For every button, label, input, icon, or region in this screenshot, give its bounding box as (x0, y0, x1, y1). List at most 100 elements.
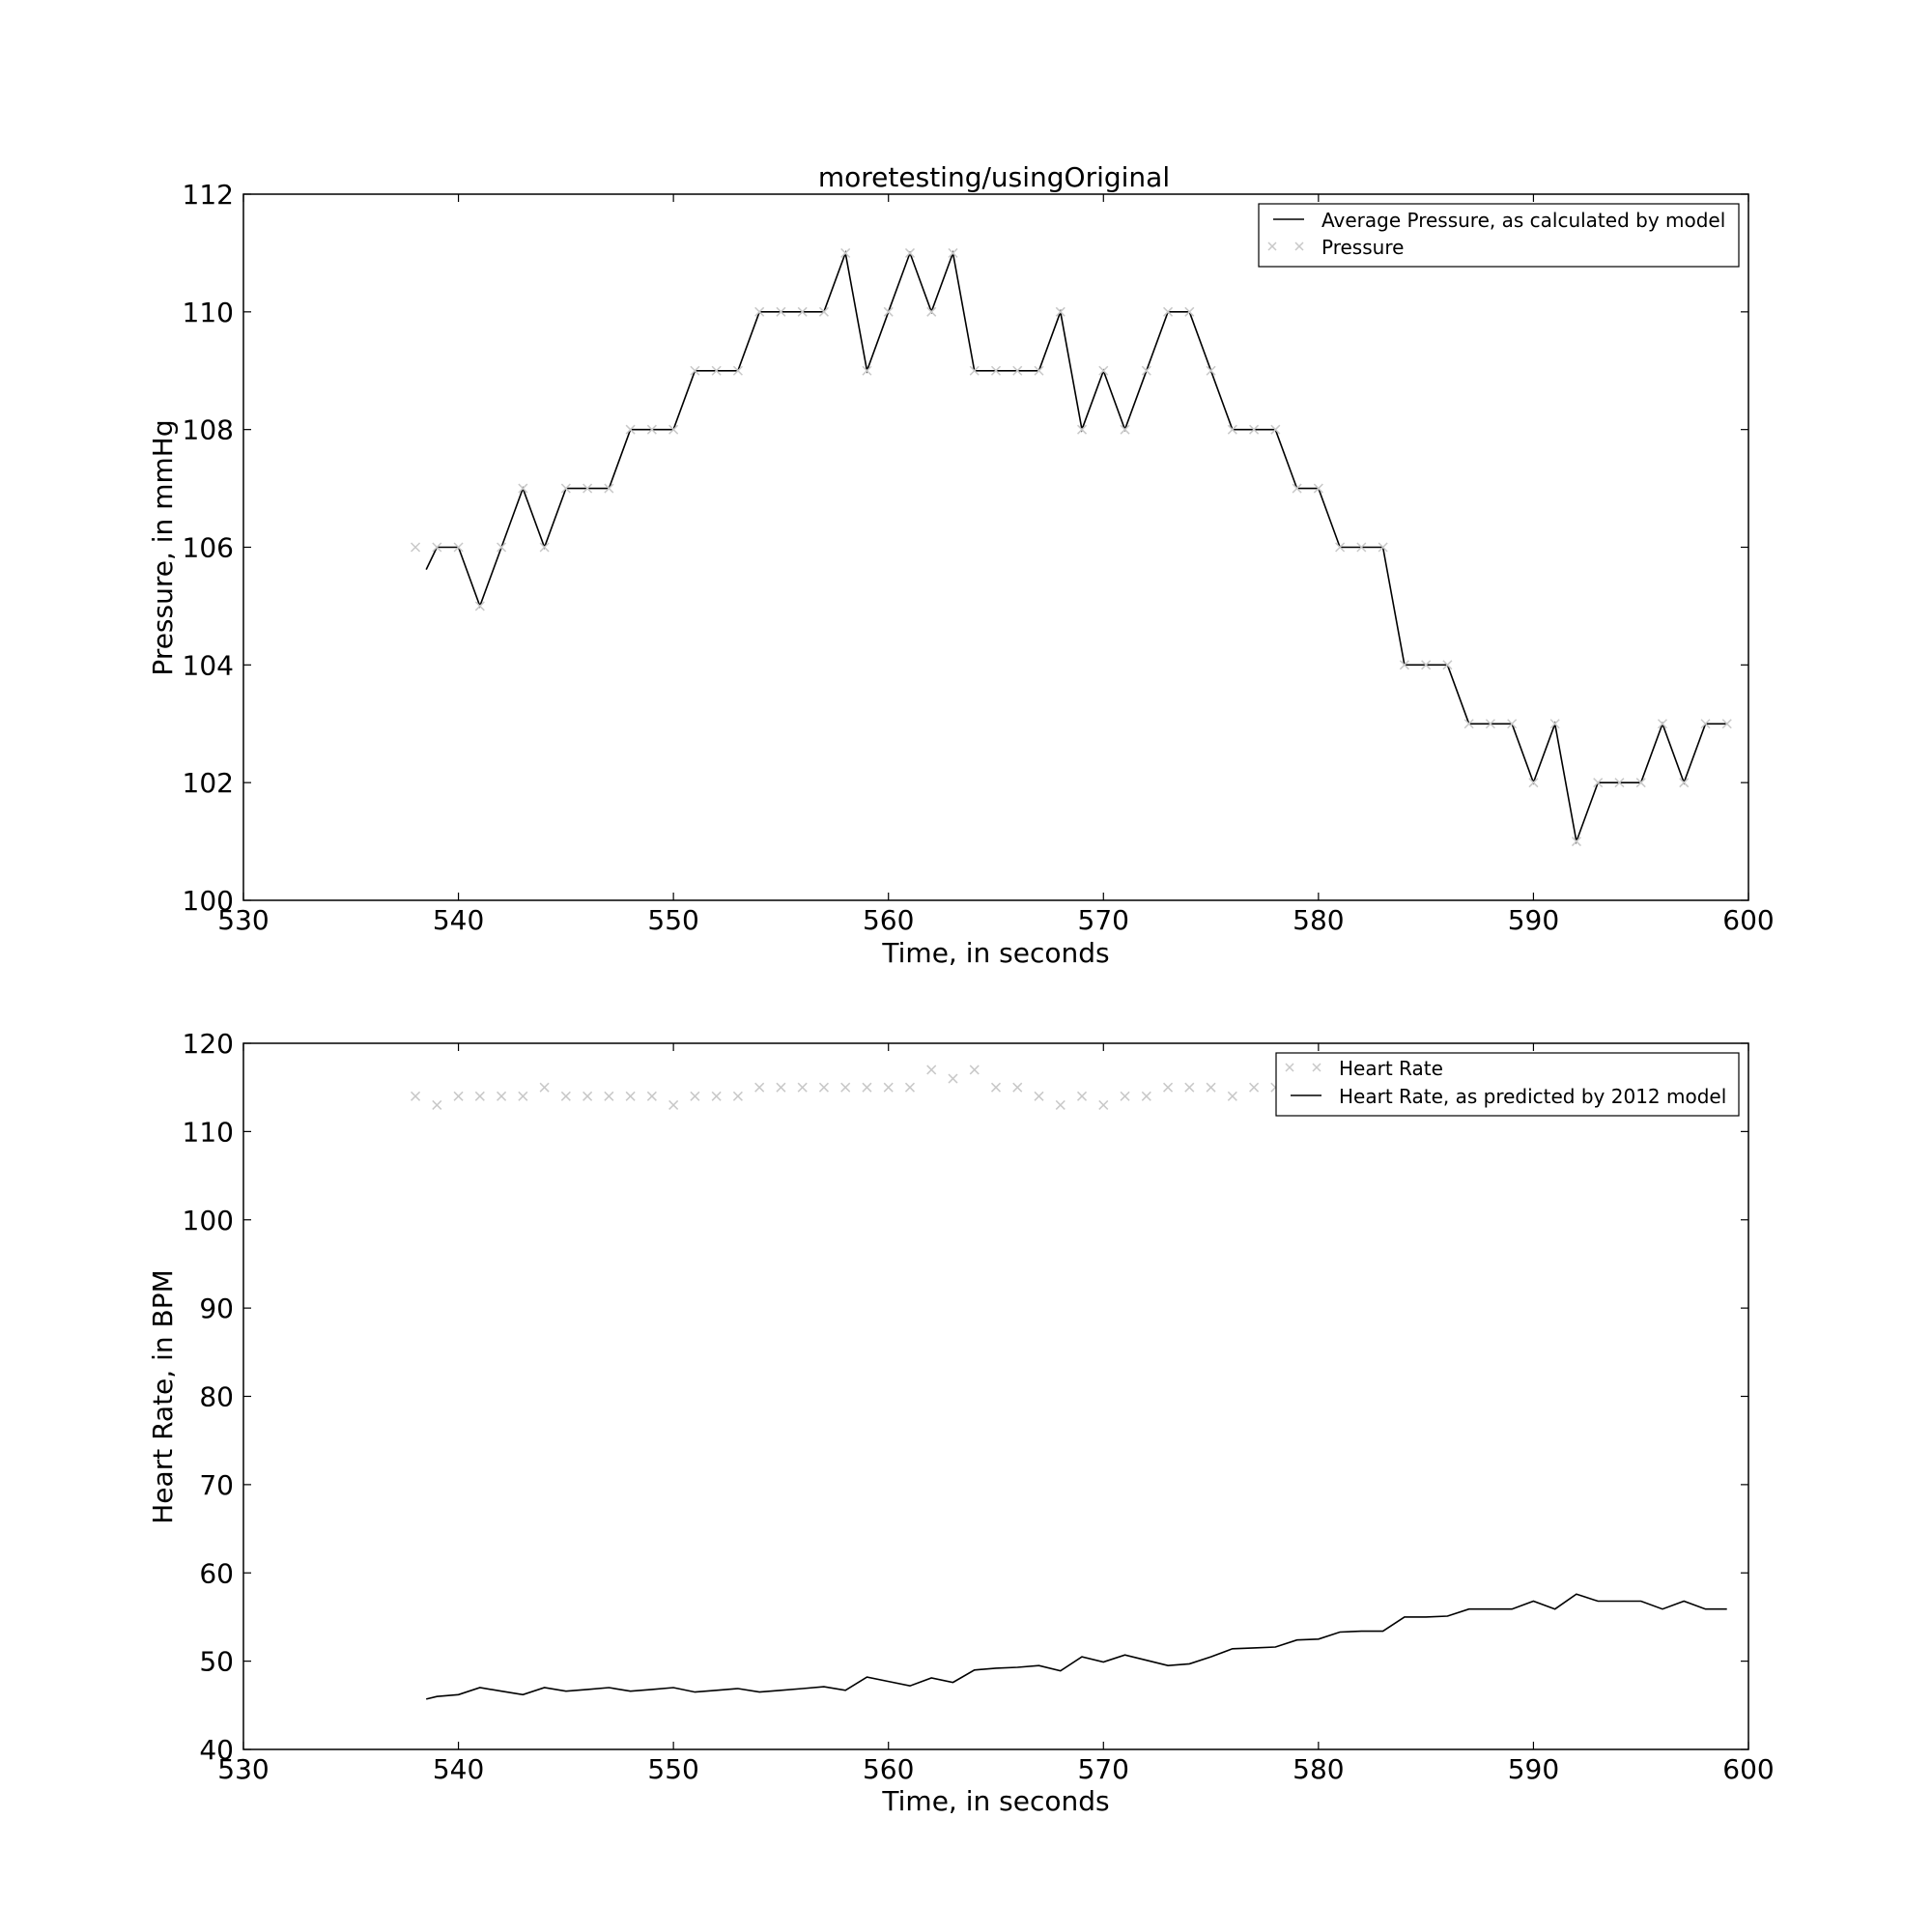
heart-rate-data-point-marker (497, 1091, 507, 1101)
pressure-legend-label-pressure: Pressure (1321, 236, 1404, 259)
pressure-data-point-marker (1141, 365, 1151, 376)
pressure-y-tick-label: 100 (183, 885, 234, 917)
pressure-data-point-marker (1120, 424, 1130, 435)
heart-rate-data-point-marker (948, 1073, 958, 1084)
heart-rate-panel: 530 540 550 560 570 580 590 600 40 50 60 70 80 90 100… (147, 1028, 1775, 1817)
pressure-data-point-marker (1571, 837, 1581, 847)
pressure-data-point-marker (1507, 719, 1518, 729)
pressure-data-point-marker (1378, 542, 1388, 553)
pressure-data-point-marker (754, 306, 765, 317)
heart-rate-data-point-marker (646, 1091, 657, 1101)
heart-rate-data-point-marker (1034, 1091, 1044, 1101)
heart-rate-data-point-marker (560, 1091, 571, 1101)
heart-rate-data-point-marker (797, 1082, 808, 1093)
pressure-data-point-marker (474, 601, 485, 611)
heart-rate-data-point-marker (411, 1091, 421, 1101)
heart-rate-data-point-marker (990, 1082, 1002, 1093)
pressure-data-point-marker (560, 483, 571, 494)
heart-rate-data-point-marker (1227, 1091, 1237, 1101)
pressure-data-point-marker (1012, 365, 1023, 376)
heart-rate-data-point-marker (1249, 1082, 1260, 1093)
pressure-legend-box (1258, 203, 1740, 268)
heart-rate-data-point-marker (1098, 1099, 1109, 1110)
pressure-x-tick-label: 570 (1078, 904, 1129, 936)
heart-rate-x-tick-label: 540 (433, 1753, 484, 1785)
pressure-data-point-marker (646, 424, 657, 435)
pressure-x-tick-label: 580 (1293, 904, 1344, 936)
pressure-data-point-marker (776, 306, 786, 317)
pressure-x-tick-label: 530 (217, 904, 269, 936)
pressure-data-point-marker (518, 483, 528, 494)
heart-rate-data-point-marker (582, 1091, 593, 1101)
heart-rate-data-point-marker (926, 1065, 937, 1075)
pressure-y-tick-label: 112 (183, 179, 234, 211)
pressure-x-tick-label: 590 (1508, 904, 1559, 936)
pressure-plot-frame (242, 193, 1749, 901)
heart-rate-y-tick-label: 110 (183, 1116, 234, 1148)
pressure-data-point-marker (432, 542, 442, 553)
pressure-data-point-marker (862, 365, 872, 376)
pressure-y-axis-label: Pressure, in mmHg (147, 419, 179, 675)
heart-rate-data-point-marker (1012, 1082, 1023, 1093)
pressure-x-tick-label: 560 (863, 904, 914, 936)
pressure-data-point-marker (604, 483, 614, 494)
pressure-data-point-marker (904, 247, 916, 258)
heart-rate-x-tick-label: 590 (1508, 1753, 1559, 1785)
pressure-data-point-marker (582, 483, 593, 494)
heart-rate-data-point-marker (732, 1091, 743, 1101)
pressure-data-point-marker (1593, 778, 1604, 788)
pressure-data-point-marker (1421, 660, 1432, 670)
pressure-data-point-marker (497, 542, 507, 553)
heart-rate-legend-label-measured: Heart Rate (1339, 1057, 1443, 1080)
pressure-data-point-marker (1335, 542, 1346, 553)
pressure-x-tick-label: 550 (647, 904, 698, 936)
heart-rate-x-tick-label: 600 (1722, 1753, 1774, 1785)
heart-rate-data-point-marker (1184, 1082, 1195, 1093)
pressure-legend-label-average: Average Pressure, as calculated by model (1321, 209, 1725, 232)
heart-rate-x-ticks: 530 540 550 560 570 580 590 600 (217, 1043, 1775, 1785)
heart-rate-legend-label-predicted: Heart Rate, as predicted by 2012 model (1339, 1085, 1726, 1108)
pressure-data-point-marker (539, 542, 550, 553)
pressure-data-point-marker (1034, 365, 1044, 376)
pressure-x-axis-label: Time, in seconds (881, 937, 1109, 969)
heart-rate-data-point-marker (518, 1091, 528, 1101)
pressure-panel: moretesting/usingOriginal 530 540 550 560 57… (147, 161, 1775, 969)
pressure-data-point-marker (1184, 306, 1195, 317)
heart-rate-legend-box (1275, 1052, 1740, 1117)
pressure-data-point-marker (1399, 660, 1409, 670)
pressure-data-point-marker (411, 542, 421, 553)
pressure-data-point-marker (1614, 778, 1625, 788)
heart-rate-predicted-heart-rate-line (426, 1593, 1727, 1700)
pressure-data-point-marker (1076, 424, 1088, 435)
pressure-series-layer (411, 247, 1732, 847)
pressure-data-point-marker (1463, 719, 1474, 729)
pressure-chart-title: moretesting/usingOriginal (818, 161, 1170, 193)
heart-rate-plot-frame (242, 1042, 1749, 1750)
heart-rate-y-tick-label: 40 (199, 1734, 234, 1766)
heart-rate-data-point-marker (840, 1082, 851, 1093)
heart-rate-data-point-marker (668, 1099, 679, 1110)
pressure-legend: Average Pressure, as calculated by model… (1258, 203, 1740, 268)
pressure-data-point-marker (1679, 778, 1690, 788)
heart-rate-data-point-marker (883, 1082, 894, 1093)
heart-rate-data-point-marker (904, 1082, 916, 1093)
heart-rate-data-point-marker (690, 1091, 700, 1101)
heart-rate-legend: Heart Rate Heart Rate, as predicted by 2… (1275, 1052, 1740, 1117)
pressure-data-point-marker (840, 247, 851, 258)
heart-rate-x-tick-label: 580 (1293, 1753, 1344, 1785)
pressure-data-point-marker (1227, 424, 1237, 435)
pressure-data-point-marker (1270, 424, 1281, 435)
pressure-data-point-marker (453, 542, 464, 553)
heart-rate-data-point-marker (432, 1099, 442, 1110)
heart-rate-data-point-marker (711, 1091, 722, 1101)
pressure-data-point-marker (668, 424, 679, 435)
pressure-y-ticks: 100 102 104 106 108 110 112 (183, 179, 1748, 917)
pressure-y-tick-label: 106 (183, 532, 234, 564)
heart-rate-y-axis-label: Heart Rate, in BPM (147, 1269, 179, 1524)
pressure-data-point-marker (969, 365, 980, 376)
heart-rate-data-point-marker (1055, 1099, 1065, 1110)
pressure-data-point-marker (926, 306, 937, 317)
heart-rate-series-layer (411, 1065, 1727, 1700)
pressure-pressure-marker-group (411, 247, 1732, 847)
pressure-data-point-marker (1055, 306, 1065, 317)
